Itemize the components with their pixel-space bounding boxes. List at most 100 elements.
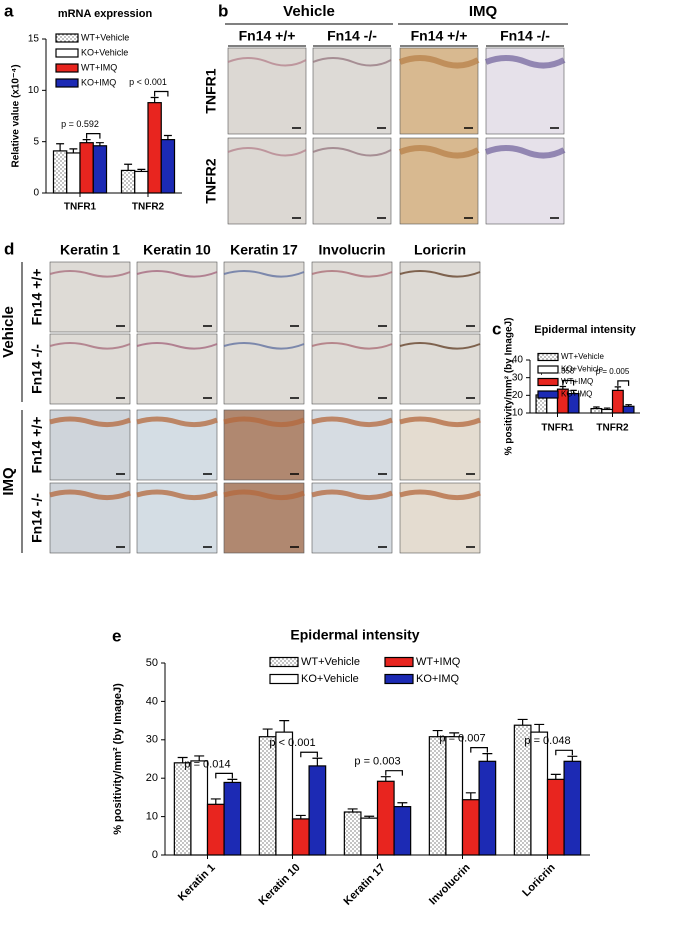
y-tick-label: 50 [146, 657, 158, 669]
error-bar [432, 729, 443, 737]
epidermis [227, 57, 307, 67]
epidermis [311, 489, 393, 501]
p-value: p = 0.005 [596, 367, 630, 376]
bar [308, 765, 327, 856]
column-label: Fn14 +/+ [239, 28, 296, 44]
column-label: Keratin 1 [60, 242, 120, 258]
error-bar [449, 732, 460, 737]
epidermis [398, 55, 480, 69]
epidermis [312, 57, 392, 67]
bar [601, 408, 614, 414]
micrograph [399, 261, 481, 333]
x-tick-label: TNFR2 [132, 202, 165, 213]
bar [275, 731, 294, 856]
legend-label: WT+IMQ [416, 656, 461, 668]
bar [461, 799, 480, 856]
epidermis [49, 416, 131, 428]
y-tick-label: 10 [512, 408, 524, 419]
panel-label: e [112, 626, 121, 645]
bar [52, 150, 68, 194]
bar [428, 736, 447, 856]
micrograph [136, 333, 218, 405]
legend-swatch [269, 656, 299, 668]
p-value: p = 0.007 [439, 733, 485, 745]
epidermis [484, 145, 566, 159]
error-bar [150, 96, 159, 103]
legend-label: KO+Vehicle [81, 47, 128, 57]
significance-bracket [86, 133, 101, 139]
error-bar [69, 148, 78, 153]
legend-label: KO+IMQ [81, 77, 116, 87]
error-bar [82, 139, 91, 143]
column-label: Involucrin [319, 242, 386, 258]
bar [622, 405, 635, 414]
legend-swatch [55, 63, 79, 73]
error-bar [625, 404, 632, 407]
legend-swatch [55, 33, 79, 43]
x-tick-label: TNFR1 [64, 202, 97, 213]
row-label: Fn14 +/+ [29, 417, 45, 474]
legend-swatch [269, 673, 299, 685]
legend-label: WT+IMQ [81, 62, 117, 72]
legend-swatch [537, 365, 559, 374]
significance-bracket [470, 747, 488, 753]
error-bar [603, 407, 611, 410]
group-label: IMQ [0, 467, 17, 496]
epidermis [136, 270, 218, 278]
legend-label: WT+Vehicle [81, 32, 129, 42]
error-bar [364, 815, 375, 819]
micrograph [399, 333, 481, 405]
y-tick-label: 15 [28, 34, 40, 45]
error-bar [567, 755, 578, 762]
chart-title: Epidermal intensity [290, 627, 419, 643]
panel-label: d [4, 239, 14, 258]
epidermis [223, 342, 305, 350]
micrograph [311, 333, 393, 405]
bar [360, 817, 379, 856]
x-tick-label: Keratin 10 [257, 862, 303, 908]
bar [206, 803, 225, 856]
error-bar [380, 776, 391, 782]
epidermis [227, 147, 307, 157]
panel-label: b [218, 1, 228, 20]
legend-swatch [55, 78, 79, 88]
p-value: p < 0.001 [269, 737, 315, 749]
bar [190, 760, 209, 856]
bar [120, 169, 136, 194]
column-label: Fn14 +/+ [411, 28, 468, 44]
bar [92, 145, 108, 194]
legend-label: WT+Vehicle [561, 352, 604, 361]
legend-label: KO+IMQ [416, 673, 460, 685]
error-bar [210, 798, 221, 805]
panel-label: c [492, 319, 501, 338]
y-tick-label: 20 [146, 772, 158, 784]
micrograph [49, 261, 131, 333]
y-tick-label: 20 [512, 390, 524, 401]
error-bar [279, 720, 290, 733]
legend-label: WT+Vehicle [301, 656, 360, 668]
y-tick-label: 10 [28, 85, 40, 96]
epidermis [311, 342, 393, 350]
bar [66, 152, 81, 194]
y-tick-label: 30 [146, 734, 158, 746]
bar [445, 736, 464, 856]
error-bar [534, 723, 545, 733]
error-bar [593, 406, 600, 409]
bar [258, 736, 277, 856]
p-value: p = 0.014 [184, 758, 230, 770]
error-bar [347, 808, 358, 812]
micrograph [136, 261, 218, 333]
epidermis [311, 270, 393, 278]
error-bar [227, 778, 238, 783]
significance-bracket [300, 751, 318, 758]
bar [134, 170, 149, 194]
p-value: p = 0.003 [354, 756, 400, 768]
epidermis [136, 489, 218, 501]
error-bar [517, 718, 528, 726]
y-axis-label: % positivity/mm² (by ImageJ) [112, 683, 124, 835]
x-tick-label: Loricrin [520, 861, 558, 899]
p-value: p = 0.048 [524, 735, 570, 747]
epidermis [399, 342, 481, 350]
bar [530, 731, 549, 856]
